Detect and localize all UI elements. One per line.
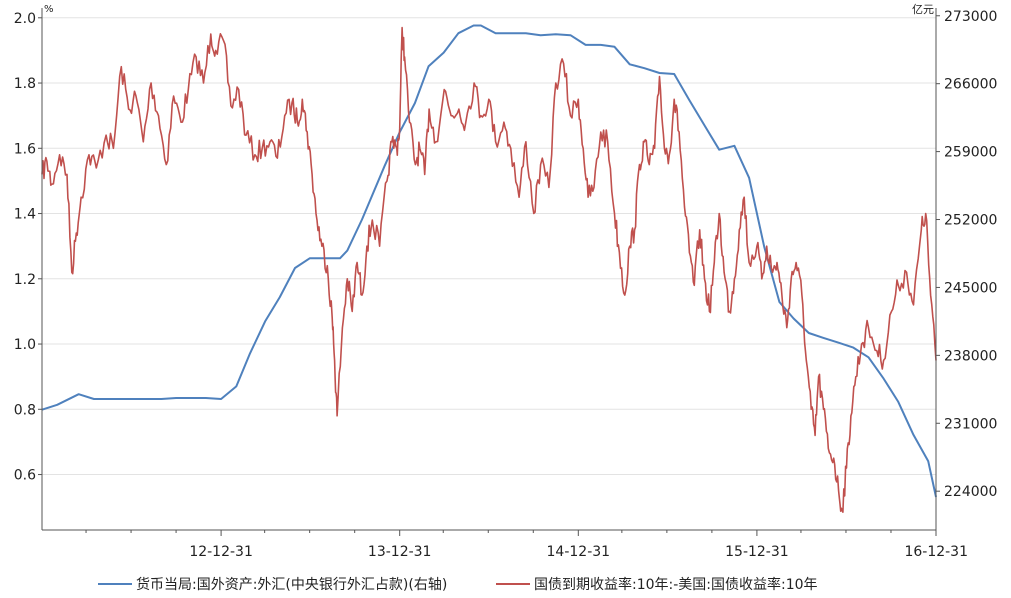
right-axis-ticks: 224000 231000 238000 245000 252000 259000 2660…: [936, 9, 997, 500]
right-tick-label: 238000: [944, 348, 997, 364]
legend: 货币当局:国外资产:外汇(中央银行外汇占款)(右轴) 国债到期收益率:10年:-…: [98, 576, 818, 593]
x-axis-ticks: 12-12-31 13-12-31 14-12-31 15-12-31 16-12-31: [85, 530, 968, 560]
legend-label-yield-spread: 国债到期收益率:10年:-美国:国债收益率:10年: [534, 576, 818, 593]
left-tick-label: 0.8: [14, 402, 36, 418]
left-tick-label: 1.4: [14, 207, 36, 223]
left-tick-label: 0.6: [14, 468, 36, 484]
right-tick-label: 266000: [944, 77, 997, 93]
x-tick-label: 14-12-31: [547, 544, 611, 560]
left-axis-unit: %: [44, 4, 54, 15]
right-tick-label: 273000: [944, 9, 997, 25]
horizontal-grid: [42, 17, 936, 476]
x-tick-label: 16-12-31: [904, 544, 968, 560]
x-tick-label: 15-12-31: [725, 544, 789, 560]
left-tick-label: 1.0: [14, 337, 36, 353]
right-tick-label: 252000: [944, 213, 997, 229]
left-tick-label: 1.2: [14, 272, 36, 288]
x-tick-label: 13-12-31: [368, 544, 432, 560]
legend-label-fx-reserves: 货币当局:国外资产:外汇(中央银行外汇占款)(右轴): [136, 576, 447, 593]
left-tick-label: 1.6: [14, 141, 36, 157]
right-tick-label: 231000: [944, 416, 997, 432]
right-tick-label: 245000: [944, 280, 997, 296]
axes: % 亿元: [41, 3, 937, 531]
x-tick-label: 12-12-31: [189, 544, 253, 560]
series-line-fx-reserves: [41, 24, 937, 498]
left-tick-label: 1.8: [14, 76, 36, 92]
left-axis-ticks: 0.6 0.8 1.0 1.2 1.4 1.6 1.8 2.0: [14, 11, 42, 484]
series-layer: [41, 24, 937, 513]
left-tick-label: 2.0: [14, 11, 36, 27]
right-tick-label: 259000: [944, 145, 997, 161]
right-tick-label: 224000: [944, 484, 997, 500]
right-axis-unit: 亿元: [912, 3, 934, 16]
series-line-yield-spread: [41, 26, 937, 513]
